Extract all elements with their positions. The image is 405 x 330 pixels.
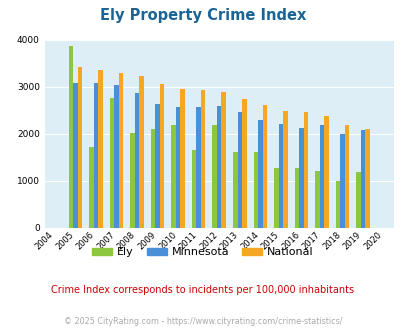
Bar (212, 125, 216, 228)
Bar (192, 150, 196, 228)
Bar (364, 129, 369, 228)
Bar (360, 130, 364, 228)
Bar (303, 113, 307, 228)
Text: Ely Property Crime Index: Ely Property Crime Index (100, 8, 305, 23)
Bar (171, 125, 175, 228)
Text: © 2025 CityRating.com - https://www.cityrating.com/crime-statistics/: © 2025 CityRating.com - https://www.city… (64, 317, 341, 326)
Legend: Ely, Minnesota, National: Ely, Minnesota, National (88, 243, 317, 262)
Text: Crime Index corresponds to incidents per 100,000 inhabitants: Crime Index corresponds to incidents per… (51, 285, 354, 295)
Bar (339, 134, 344, 228)
Bar (155, 104, 160, 228)
Bar (114, 85, 119, 228)
Bar (98, 70, 102, 228)
Bar (73, 83, 77, 228)
Bar (324, 116, 328, 228)
Bar (273, 168, 278, 228)
Bar (314, 171, 319, 228)
Bar (200, 90, 205, 228)
Bar (94, 83, 98, 228)
Bar (175, 107, 180, 228)
Bar (109, 98, 114, 228)
Bar (216, 106, 221, 228)
Bar (221, 92, 226, 228)
Bar (196, 107, 200, 228)
Bar (68, 46, 73, 228)
Bar (139, 76, 143, 228)
Bar (134, 93, 139, 228)
Bar (298, 128, 303, 228)
Bar (344, 125, 348, 228)
Bar (282, 111, 287, 228)
Bar (160, 84, 164, 228)
Bar (258, 120, 262, 228)
Bar (253, 151, 258, 228)
Bar (119, 74, 123, 228)
Bar (89, 147, 94, 228)
Bar (241, 99, 246, 228)
Bar (180, 88, 185, 228)
Bar (355, 172, 360, 228)
Bar (130, 133, 134, 228)
Bar (151, 129, 155, 228)
Bar (237, 113, 241, 228)
Bar (319, 125, 324, 228)
Bar (294, 168, 298, 228)
Bar (232, 152, 237, 228)
Bar (335, 181, 339, 228)
Bar (77, 67, 82, 228)
Bar (278, 124, 282, 228)
Bar (262, 106, 266, 228)
